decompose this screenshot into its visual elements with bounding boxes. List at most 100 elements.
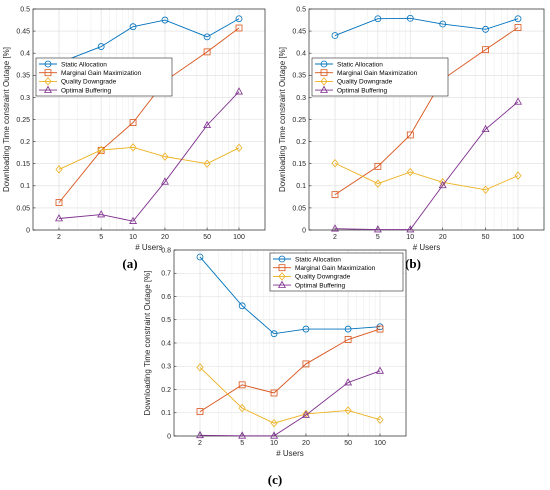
data-point (129, 143, 137, 152)
x-tick-label: 50 (344, 440, 352, 447)
data-point (270, 418, 278, 428)
x-tick-label: 10 (270, 440, 278, 447)
data-point (302, 360, 310, 368)
y-tick-label: 0.3 (20, 95, 30, 102)
legend-entry: Marginal Gain Maximization (337, 70, 418, 77)
y-tick-label: 0.4 (296, 51, 306, 58)
series-line-2 (58, 146, 240, 170)
y-tick-label: 0.4 (161, 340, 171, 347)
legend-entry: Optimal Buffering (295, 282, 345, 289)
x-tick-label: 2 (333, 234, 337, 241)
y-tick-label: 0.25 (16, 117, 30, 124)
data-point (196, 430, 204, 439)
x-tick-label: 100 (374, 440, 386, 447)
data-point (406, 167, 414, 177)
data-point (376, 325, 384, 333)
y-tick-label: 0 (302, 227, 306, 234)
data-point (129, 23, 137, 31)
legend-box (35, 57, 173, 97)
data-point (196, 253, 204, 261)
series-line-3 (58, 91, 240, 222)
x-axis-title: # Users (276, 449, 304, 458)
legend-marker (320, 60, 328, 68)
chart-panel-a: 0 0.05 0.1 0.15 0.2 0.25 0.3 0.35 0.4 0.45 0.5 2 5 10… (2, 6, 266, 271)
data-point (344, 378, 353, 386)
data-point (55, 214, 63, 222)
y-tick-label: 0.15 (292, 161, 306, 168)
y-tick-label: 0.25 (292, 117, 306, 124)
y-tick-label: 0.5 (161, 317, 171, 324)
legend-entry: Static Allocation (295, 256, 341, 263)
y-tick-label: 0.35 (16, 73, 30, 80)
y-tick-label: 0.15 (16, 161, 30, 168)
data-point (344, 336, 352, 343)
data-point (374, 162, 382, 170)
data-point (129, 119, 137, 126)
legend-entry: Static Allocation (337, 61, 383, 68)
data-point (97, 210, 106, 218)
y-tick-label: 0.4 (20, 51, 30, 58)
series-line-3 (334, 101, 519, 231)
series-line-2 (199, 367, 381, 424)
data-point (376, 366, 384, 374)
data-point (344, 325, 352, 333)
y-tick-label: 0.8 (161, 247, 171, 254)
x-tick-label: 5 (240, 440, 244, 447)
data-point (374, 179, 382, 188)
series-line-1 (58, 27, 240, 203)
legend-marker (278, 264, 286, 272)
data-point (235, 24, 243, 32)
y-tick-label: 0.45 (16, 29, 30, 36)
series-line-3 (199, 370, 381, 437)
y-axis-title: Downloading Time constraint Outage [%] (2, 47, 11, 192)
series-line-0 (199, 256, 381, 335)
y-tick-label: 0.45 (292, 29, 306, 36)
x-tick-label: 2 (198, 440, 202, 447)
data-point (235, 15, 243, 23)
legend-box (311, 57, 449, 97)
y-tick-label: 0 (26, 227, 30, 234)
y-tick-label: 0.2 (20, 139, 30, 146)
panel-label: (b) (405, 256, 421, 271)
data-point (301, 410, 310, 418)
legend-entry: Quality Downgrade (61, 79, 117, 86)
data-point (331, 159, 339, 168)
y-tick-label: 0.5 (20, 6, 30, 13)
y-tick-label: 0.1 (20, 183, 30, 190)
x-axis-title: # Users (135, 243, 163, 252)
x-tick-label: 5 (376, 234, 380, 241)
data-point (203, 48, 211, 56)
data-point (203, 159, 211, 168)
x-tick-label: 50 (203, 234, 211, 241)
legend-marker (44, 60, 52, 68)
data-point (302, 325, 310, 333)
legend-marker (44, 77, 52, 86)
data-point (55, 165, 63, 174)
data-point (129, 216, 138, 224)
x-tick-label: 20 (302, 440, 310, 447)
data-point (238, 302, 246, 310)
axes-box (32, 8, 266, 231)
x-tick-label: 5 (99, 234, 103, 241)
y-tick-label: 0.05 (292, 205, 306, 212)
y-tick-label: 0.35 (292, 73, 306, 80)
data-point (514, 171, 522, 180)
data-point (438, 180, 447, 189)
y-tick-label: 0.2 (296, 139, 306, 146)
data-point (514, 24, 522, 31)
x-tick-label: 2 (57, 234, 61, 241)
data-point (514, 15, 522, 23)
y-axis-title: Downloading Time constraint Outage [%] (278, 47, 287, 192)
data-point (161, 152, 169, 161)
data-point (482, 25, 489, 33)
axes-box (308, 8, 545, 231)
data-point (235, 87, 243, 95)
y-tick-label: 0.3 (161, 364, 171, 371)
legend-marker (320, 69, 328, 77)
chart-panel-c: 0 0.1 0.2 0.3 0.4 0.5 0.6 0.7 0.8 2 5 10 20 50 100 # Us… (143, 247, 407, 487)
data-point (482, 185, 490, 195)
legend: Static Allocation Marginal Gain Maximizat… (311, 57, 449, 97)
y-tick-label: 0.1 (296, 183, 306, 190)
data-point (97, 145, 105, 155)
